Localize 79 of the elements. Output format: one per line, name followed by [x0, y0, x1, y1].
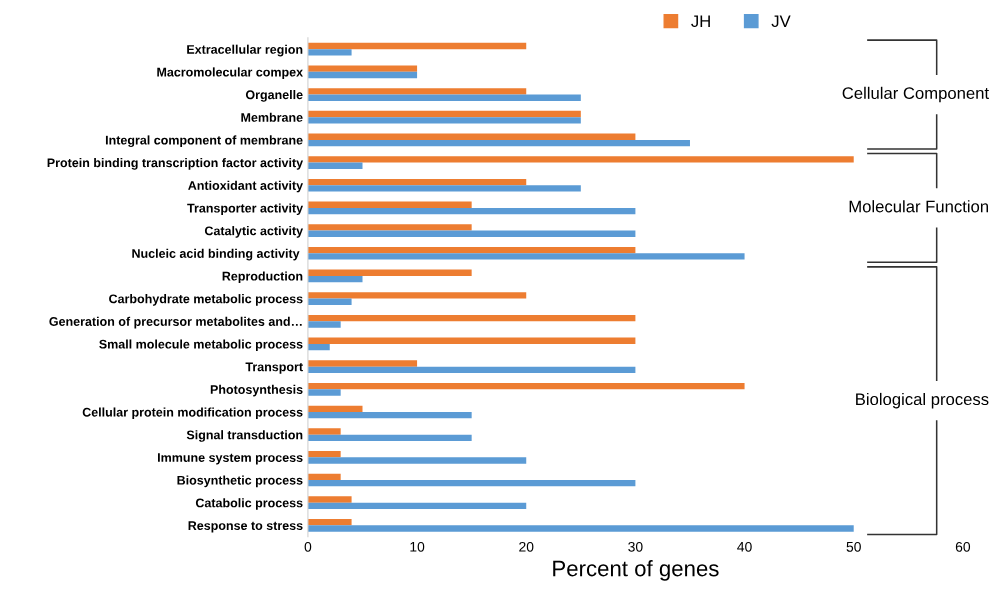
bar	[307, 321, 341, 328]
y-tick-label: Signal transduction	[186, 430, 303, 442]
y-tick-label: Carbohydrate metabolic process	[109, 294, 303, 306]
bar	[307, 117, 581, 124]
bar	[307, 65, 418, 72]
x-tick-label: 40	[737, 541, 752, 552]
bar	[307, 185, 581, 192]
bar	[307, 201, 472, 208]
y-tick-label: Integral component of membrane	[105, 135, 303, 148]
bar	[307, 411, 472, 419]
x-tick-label: 50	[846, 541, 861, 552]
y-tick-label: Photosynthesis	[210, 384, 303, 397]
bar	[307, 343, 330, 351]
bar	[307, 428, 341, 435]
bar	[307, 139, 690, 147]
y-tick-label: Protein binding transcription factor activity	[47, 158, 304, 170]
bar	[307, 162, 363, 169]
y-tick-label: Antioxidant activity	[188, 180, 303, 193]
annotation: Cellular Component	[842, 86, 989, 103]
y-tick-label: Membrane	[241, 112, 303, 122]
y-tick-label: Response to stress	[188, 521, 303, 533]
bar	[307, 382, 745, 390]
annotation: Molecular Function	[849, 200, 989, 213]
x-tick-label: 10	[410, 541, 425, 552]
y-tick-label: Transport	[245, 362, 303, 374]
bar	[307, 337, 636, 344]
bar	[307, 298, 352, 305]
x-tick-label: 60	[955, 541, 971, 552]
bar	[307, 230, 636, 237]
bar	[307, 292, 527, 299]
y-tick-label: Reproduction	[222, 271, 303, 284]
bar	[307, 156, 854, 163]
x-tick-label: 20	[519, 541, 534, 552]
bar	[307, 450, 341, 458]
bar	[307, 71, 418, 79]
y-tick-label: Extracellular region	[187, 44, 303, 57]
bar	[307, 94, 581, 101]
x-axis-title: Percent of genes	[553, 560, 719, 581]
bar	[307, 110, 581, 118]
bar	[307, 207, 636, 215]
bar	[307, 389, 341, 396]
bar	[307, 457, 527, 464]
bar	[307, 133, 636, 140]
legend-label: JH	[691, 15, 710, 28]
y-tick-label: Transporter activity	[187, 203, 303, 216]
bar	[307, 405, 363, 412]
bar	[307, 88, 527, 95]
bar	[307, 496, 352, 503]
y-tick-label: Small molecule metabolic process	[99, 339, 303, 352]
legend-label: JV	[771, 15, 791, 28]
x-tick-label: 30	[628, 541, 643, 552]
y-tick-label: Cellular protein modification process	[82, 407, 303, 420]
x-tick-label: 0	[304, 541, 312, 552]
bar	[307, 519, 352, 526]
y-tick-label: Immune system process	[158, 453, 303, 465]
y-tick-label: Biosynthetic process	[177, 475, 303, 488]
y-tick-label: Macromolecular compex	[157, 67, 303, 79]
bar	[307, 224, 472, 231]
y-tick-label: Generation of precursor metabolites and…	[49, 316, 302, 329]
bar	[307, 473, 341, 481]
bar	[307, 246, 636, 254]
bar	[307, 366, 636, 373]
bar	[307, 178, 527, 186]
y-tick-label: Catabolic process	[195, 498, 303, 510]
bar	[307, 525, 854, 532]
bar	[307, 49, 352, 56]
y-tick-label: Organelle	[245, 90, 303, 102]
bar	[307, 314, 636, 322]
bar	[307, 42, 527, 50]
bar	[307, 434, 472, 442]
y-tick-label: Nucleic acid binding activity	[132, 248, 300, 261]
bar	[307, 502, 527, 510]
bar	[307, 269, 472, 276]
bar	[307, 253, 745, 260]
bar	[307, 275, 363, 283]
y-tick-label: Catalytic activity	[204, 226, 303, 238]
bar	[307, 480, 636, 487]
bar	[307, 360, 418, 367]
annotation: Biological process	[856, 392, 989, 409]
